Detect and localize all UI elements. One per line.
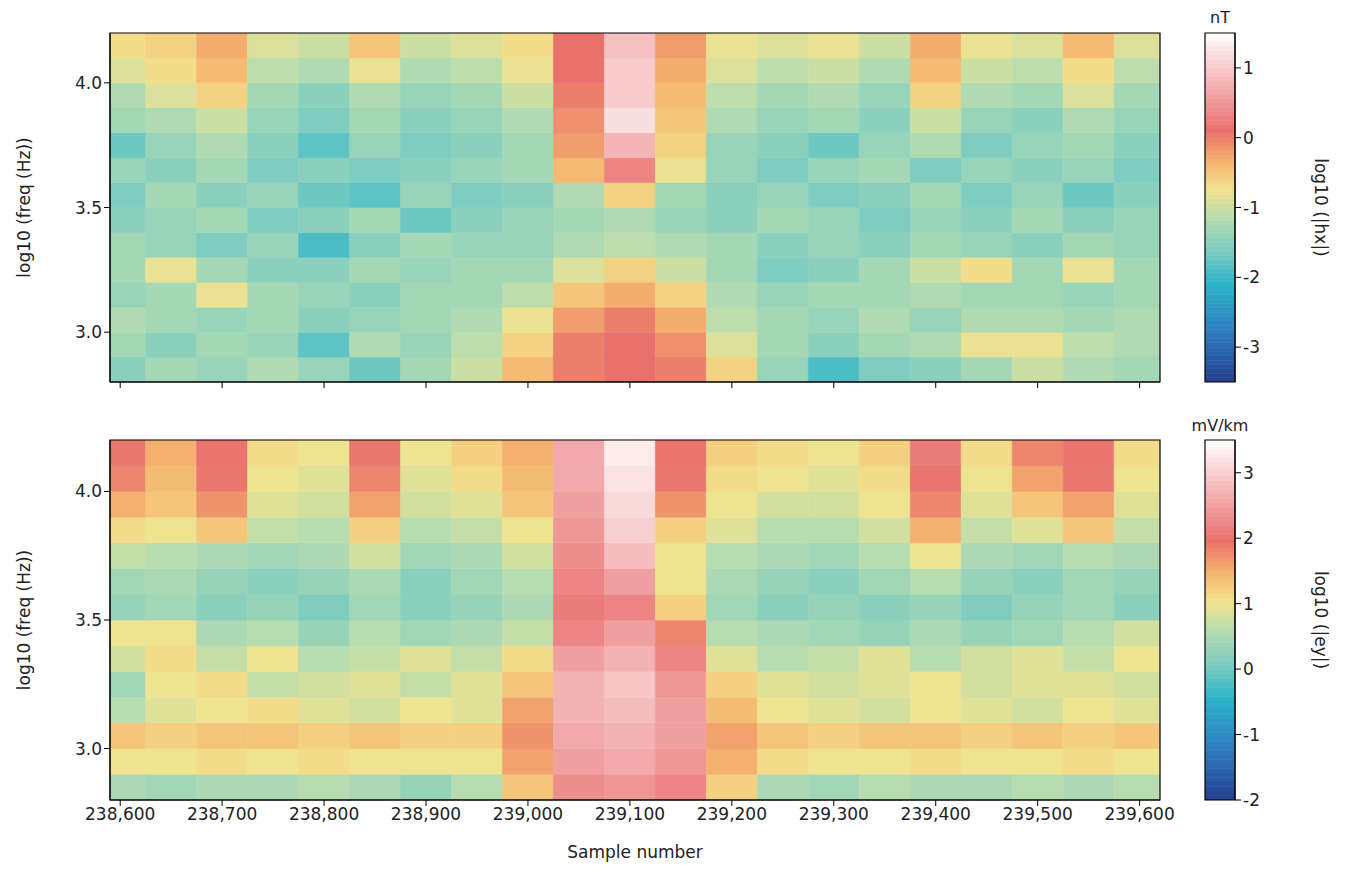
svg-text:2: 2 xyxy=(1243,528,1254,548)
svg-text:239,300: 239,300 xyxy=(799,804,869,824)
svg-text:3.5: 3.5 xyxy=(75,198,102,218)
svg-text:log10 (|ey|): log10 (|ey|) xyxy=(1311,571,1330,669)
svg-text:3.0: 3.0 xyxy=(75,739,102,759)
svg-text:239,600: 239,600 xyxy=(1104,804,1174,824)
svg-text:239,500: 239,500 xyxy=(1003,804,1073,824)
svg-text:0: 0 xyxy=(1243,659,1254,679)
svg-text:Sample number: Sample number xyxy=(567,842,703,862)
svg-text:log10 (|hx|): log10 (|hx|) xyxy=(1311,158,1330,257)
svg-text:-1: -1 xyxy=(1243,198,1260,218)
svg-text:4.0: 4.0 xyxy=(75,73,102,93)
svg-text:3: 3 xyxy=(1243,463,1254,483)
svg-text:0: 0 xyxy=(1243,128,1254,148)
svg-text:log10 (freq (Hz)): log10 (freq (Hz)) xyxy=(14,550,34,690)
svg-text:-2: -2 xyxy=(1243,790,1260,810)
svg-text:239,000: 239,000 xyxy=(493,804,563,824)
svg-text:239,400: 239,400 xyxy=(901,804,971,824)
svg-text:log10 (freq (Hz)): log10 (freq (Hz)) xyxy=(14,137,34,277)
svg-text:238,700: 238,700 xyxy=(187,804,257,824)
svg-text:4.0: 4.0 xyxy=(75,481,102,501)
svg-text:3.5: 3.5 xyxy=(75,610,102,630)
html-text:mV/km: mV/km xyxy=(1191,416,1249,435)
svg-text:1: 1 xyxy=(1243,58,1254,78)
svg-text:238,600: 238,600 xyxy=(85,804,155,824)
html-text:nT: nT xyxy=(1210,8,1230,27)
svg-text:238,900: 238,900 xyxy=(391,804,461,824)
svg-text:3.0: 3.0 xyxy=(75,322,102,342)
svg-text:239,100: 239,100 xyxy=(595,804,665,824)
svg-text:238,800: 238,800 xyxy=(289,804,359,824)
svg-text:-3: -3 xyxy=(1243,337,1260,357)
svg-text:239,200: 239,200 xyxy=(697,804,767,824)
svg-text:-2: -2 xyxy=(1243,267,1260,287)
svg-text:-1: -1 xyxy=(1243,725,1260,745)
svg-text:1: 1 xyxy=(1243,594,1254,614)
